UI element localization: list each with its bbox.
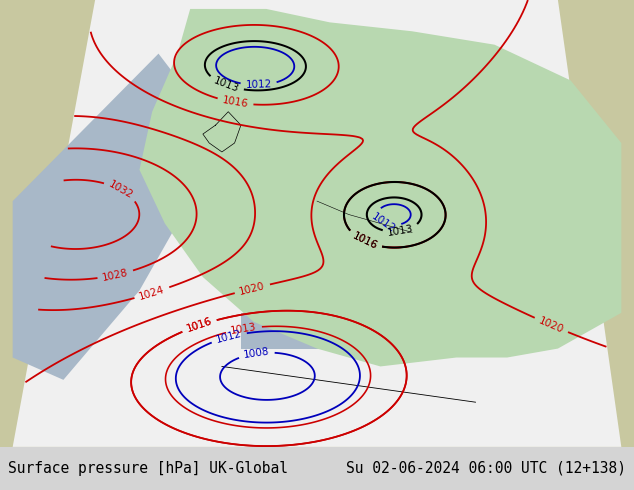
Text: 1032: 1032 — [107, 179, 135, 201]
Text: 1013: 1013 — [212, 76, 240, 95]
Text: 1012: 1012 — [215, 329, 243, 345]
Text: 1016: 1016 — [185, 317, 214, 334]
Text: 1024: 1024 — [138, 284, 166, 302]
Text: Su 02-06-2024 06:00 UTC (12+138): Su 02-06-2024 06:00 UTC (12+138) — [346, 461, 626, 476]
Polygon shape — [279, 107, 368, 179]
Polygon shape — [241, 313, 456, 348]
Text: 1012: 1012 — [245, 79, 272, 90]
Polygon shape — [13, 53, 203, 380]
Text: 1012: 1012 — [370, 211, 398, 234]
Text: 1016: 1016 — [221, 95, 249, 110]
Text: Surface pressure [hPa] UK-Global: Surface pressure [hPa] UK-Global — [8, 461, 288, 476]
Polygon shape — [139, 9, 621, 367]
Polygon shape — [13, 0, 621, 447]
Text: 1020: 1020 — [537, 316, 566, 335]
Text: 1016: 1016 — [351, 231, 378, 251]
Text: 1008: 1008 — [243, 347, 270, 360]
Text: 1028: 1028 — [101, 268, 129, 283]
Text: 1013: 1013 — [387, 224, 415, 239]
Text: 1016: 1016 — [351, 231, 378, 251]
Text: 1020: 1020 — [238, 281, 266, 296]
Polygon shape — [431, 268, 507, 299]
Text: 1016: 1016 — [185, 317, 214, 334]
Text: 1013: 1013 — [230, 322, 257, 336]
